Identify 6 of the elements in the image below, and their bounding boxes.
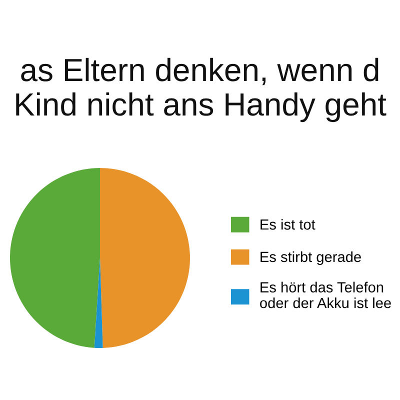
legend-label: Es hört das Telefon oder der Akku ist lee xyxy=(260,282,391,308)
pie-slice xyxy=(10,168,100,348)
chart-title: as Eltern denken, wenn d Kind nicht ans Handy geht xyxy=(16,58,386,122)
pie-slice xyxy=(100,168,190,348)
legend-label: Es ist tot xyxy=(260,218,316,230)
legend-label: Es stirbt gerade xyxy=(260,251,361,265)
